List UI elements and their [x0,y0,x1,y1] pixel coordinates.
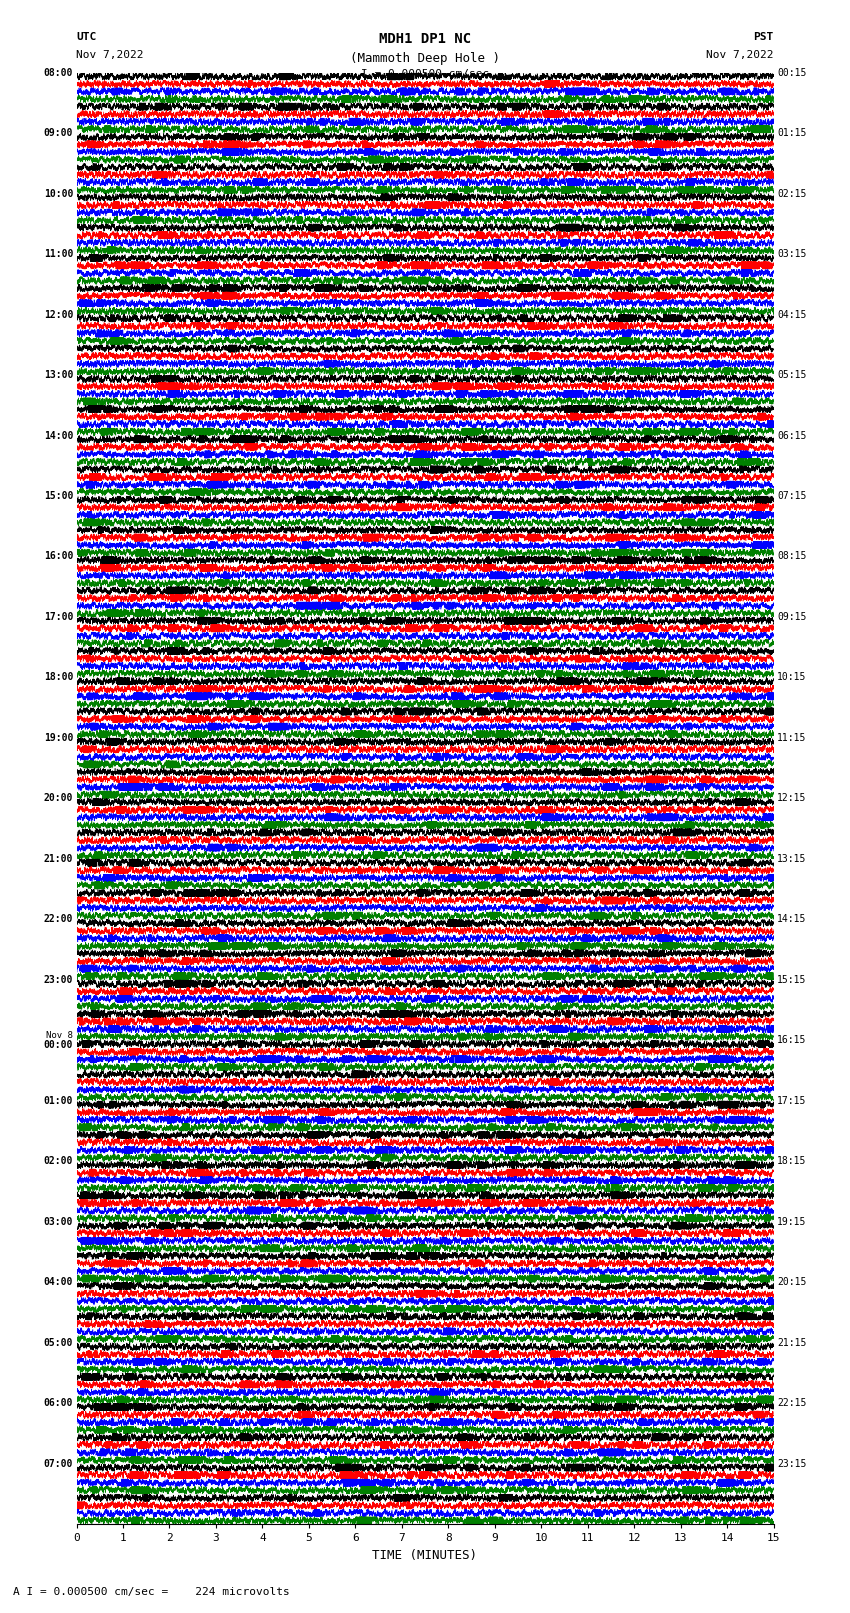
Text: 21:15: 21:15 [777,1337,807,1348]
Text: 03:00: 03:00 [43,1216,73,1227]
Text: 23:00: 23:00 [43,974,73,986]
Text: 20:00: 20:00 [43,794,73,803]
Text: 06:15: 06:15 [777,431,807,440]
Text: A I = 0.000500 cm/sec =    224 microvolts: A I = 0.000500 cm/sec = 224 microvolts [13,1587,290,1597]
Text: 18:00: 18:00 [43,673,73,682]
Text: 02:00: 02:00 [43,1157,73,1166]
Text: 19:15: 19:15 [777,1216,807,1227]
Text: 05:15: 05:15 [777,369,807,381]
Text: MDH1 DP1 NC: MDH1 DP1 NC [379,32,471,47]
Text: 17:15: 17:15 [777,1095,807,1107]
Text: 13:15: 13:15 [777,853,807,865]
Text: 12:15: 12:15 [777,794,807,803]
Text: 23:15: 23:15 [777,1458,807,1469]
Text: 11:15: 11:15 [777,732,807,744]
Text: 14:00: 14:00 [43,431,73,440]
Text: 12:00: 12:00 [43,310,73,319]
Text: 19:00: 19:00 [43,732,73,744]
Text: (Mammoth Deep Hole ): (Mammoth Deep Hole ) [350,52,500,65]
Text: 14:15: 14:15 [777,915,807,924]
Text: 22:15: 22:15 [777,1398,807,1408]
Text: 07:15: 07:15 [777,490,807,502]
Text: Nov 7,2022: Nov 7,2022 [706,50,774,60]
Text: 04:00: 04:00 [43,1277,73,1287]
Text: 09:00: 09:00 [43,127,73,139]
Text: 10:15: 10:15 [777,673,807,682]
Text: 08:00: 08:00 [43,68,73,77]
Text: 03:15: 03:15 [777,248,807,260]
Text: 18:15: 18:15 [777,1157,807,1166]
Text: 21:00: 21:00 [43,853,73,865]
X-axis label: TIME (MINUTES): TIME (MINUTES) [372,1548,478,1561]
Text: 05:00: 05:00 [43,1337,73,1348]
Text: PST: PST [753,32,774,42]
Text: 00:15: 00:15 [777,68,807,77]
Text: 16:15: 16:15 [777,1036,807,1045]
Text: 02:15: 02:15 [777,189,807,198]
Text: 00:00: 00:00 [43,1040,73,1050]
Text: 22:00: 22:00 [43,915,73,924]
Text: 11:00: 11:00 [43,248,73,260]
Text: Nov 7,2022: Nov 7,2022 [76,50,144,60]
Text: 01:15: 01:15 [777,127,807,139]
Text: 01:00: 01:00 [43,1095,73,1107]
Text: I = 0.000500 cm/sec: I = 0.000500 cm/sec [361,69,489,79]
Text: Nov 8: Nov 8 [46,1031,73,1040]
Text: 15:00: 15:00 [43,490,73,502]
Text: 16:00: 16:00 [43,552,73,561]
Text: 04:15: 04:15 [777,310,807,319]
Text: UTC: UTC [76,32,97,42]
Text: 08:15: 08:15 [777,552,807,561]
Text: 10:00: 10:00 [43,189,73,198]
Text: 15:15: 15:15 [777,974,807,986]
Text: 13:00: 13:00 [43,369,73,381]
Text: 17:00: 17:00 [43,611,73,623]
Text: 20:15: 20:15 [777,1277,807,1287]
Text: 07:00: 07:00 [43,1458,73,1469]
Text: 06:00: 06:00 [43,1398,73,1408]
Text: 09:15: 09:15 [777,611,807,623]
